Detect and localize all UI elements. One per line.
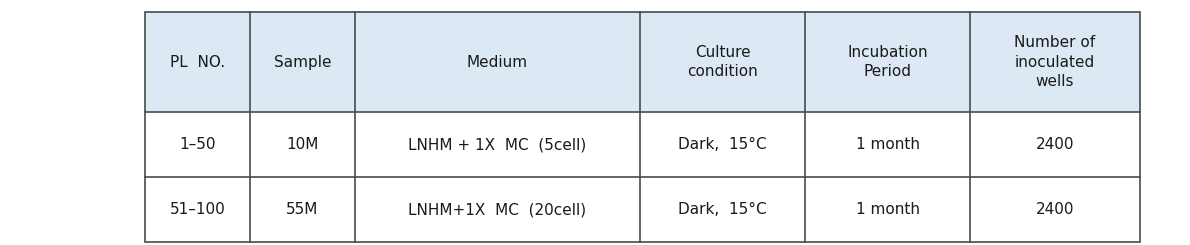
Text: 2400: 2400 [1035, 137, 1075, 152]
Bar [804, 112, 970, 177]
Bar [145, 12, 1140, 242]
Bar [250, 112, 355, 177]
Text: Medium: Medium [466, 54, 528, 70]
Text: 1 month: 1 month [856, 137, 920, 152]
Bar [145, 112, 250, 177]
Bar [250, 177, 355, 242]
Bar [640, 112, 804, 177]
Text: 1–50: 1–50 [180, 137, 215, 152]
Text: 2400: 2400 [1035, 202, 1075, 217]
Text: Dark,  15°C: Dark, 15°C [678, 202, 766, 217]
Bar [355, 112, 640, 177]
Text: 51–100: 51–100 [170, 202, 225, 217]
Bar [970, 12, 1140, 112]
Bar [250, 12, 355, 112]
Text: PL  NO.: PL NO. [170, 54, 225, 70]
Bar [145, 12, 250, 112]
Text: Sample: Sample [274, 54, 331, 70]
Text: Culture
condition: Culture condition [687, 45, 758, 79]
Bar [970, 112, 1140, 177]
Bar [355, 177, 640, 242]
Text: Dark,  15°C: Dark, 15°C [678, 137, 766, 152]
Bar [640, 177, 804, 242]
Bar [970, 177, 1140, 242]
Bar [804, 177, 970, 242]
Text: Incubation
Period: Incubation Period [847, 45, 928, 79]
Text: 1 month: 1 month [856, 202, 920, 217]
Bar [145, 177, 250, 242]
Bar [804, 12, 970, 112]
Text: LNHM+1X  MC  (20cell): LNHM+1X MC (20cell) [408, 202, 587, 217]
Bar [355, 12, 640, 112]
Text: 55M: 55M [287, 202, 319, 217]
Text: LNHM + 1X  MC  (5cell): LNHM + 1X MC (5cell) [408, 137, 587, 152]
Text: 10M: 10M [287, 137, 319, 152]
Text: Number of
inoculated
wells: Number of inoculated wells [1014, 35, 1096, 89]
Bar [640, 12, 804, 112]
